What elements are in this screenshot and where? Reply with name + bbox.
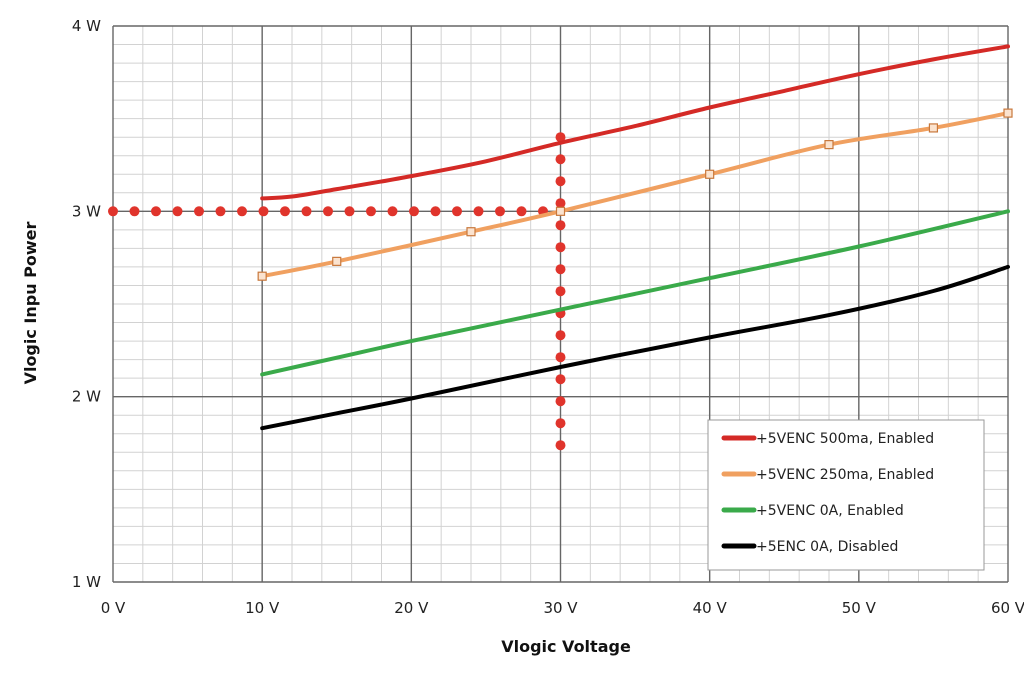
guide-dot — [555, 286, 566, 297]
guide-dot — [194, 206, 204, 217]
y-tick-label: 1 W — [72, 573, 101, 591]
legend-label: +5ENC 0A, Disabled — [756, 539, 898, 555]
y-tick-label: 4 W — [72, 17, 101, 35]
guide-dot — [555, 352, 566, 363]
guide-dot — [409, 206, 419, 217]
legend-label: +5VENC 500ma, Enabled — [756, 431, 934, 447]
guide-dot — [555, 220, 566, 231]
data-point — [555, 206, 566, 216]
guide-dot — [430, 206, 441, 217]
legend-label: +5VENC 250ma, Enabled — [756, 467, 934, 483]
y-tick-label: 2 W — [72, 388, 101, 406]
guide-dot — [555, 264, 566, 275]
x-tick-label: 60 V — [991, 599, 1024, 617]
x-tick-label: 20 V — [394, 599, 429, 617]
guide-dot — [555, 132, 566, 143]
guide-dot — [555, 374, 566, 385]
x-tick-label: 30 V — [543, 599, 578, 617]
data-point — [257, 271, 267, 281]
guide-dot — [555, 176, 566, 187]
guide-dot — [387, 206, 398, 217]
series-2 — [257, 108, 1013, 281]
guide-dot — [452, 206, 462, 217]
guide-dot — [555, 330, 566, 341]
series-3 — [260, 209, 1010, 377]
series-4 — [260, 264, 1010, 431]
series-line — [260, 209, 1010, 377]
x-tick-label: 50 V — [842, 599, 877, 617]
x-tick-label: 10 V — [245, 599, 280, 617]
guide-dot — [555, 396, 566, 407]
guide-dot — [555, 242, 566, 253]
guide-dot — [473, 206, 484, 217]
guide-dot — [555, 198, 566, 209]
data-point — [466, 227, 476, 237]
y-axis-title: Vlogic Inpu Power — [21, 221, 40, 384]
guide-dot — [301, 206, 312, 217]
legend-label: +5VENC 0A, Enabled — [756, 503, 904, 519]
guide-dot — [151, 206, 161, 217]
guide-dot — [258, 206, 269, 217]
guide-dot — [344, 206, 355, 217]
data-point — [824, 140, 834, 150]
data-point — [928, 123, 939, 133]
data-point — [1003, 108, 1013, 118]
guide-dot — [215, 206, 226, 217]
guide-dot — [555, 154, 566, 165]
data-point — [332, 256, 342, 266]
x-tick-label: 40 V — [693, 599, 728, 617]
x-axis-title: Vlogic Voltage — [501, 637, 631, 656]
guide-dot — [237, 206, 247, 217]
series-line — [260, 111, 1010, 279]
guide-dot — [555, 440, 566, 451]
legend: +5VENC 500ma, Enabled +5VENC 250ma, Enabl… — [707, 419, 985, 571]
annotations — [108, 132, 566, 451]
guide-dot — [495, 206, 505, 217]
guide-dot — [108, 206, 118, 217]
guide-dot — [280, 206, 290, 217]
guide-dot — [323, 206, 333, 217]
x-tick-label: 0 V — [101, 599, 126, 617]
series-lines — [257, 44, 1013, 431]
guide-dot — [366, 206, 376, 217]
tick-labels: 0 V 10 V 20 V 30 V 40 V 50 V 60 V 1 W 2 W 3 W 4 W — [72, 17, 1024, 617]
guide-dot — [129, 206, 140, 217]
guide-dot — [516, 206, 527, 217]
series-line — [260, 264, 1010, 431]
y-tick-label: 3 W — [72, 202, 101, 220]
guide-dot — [172, 206, 183, 217]
series-line — [260, 44, 1010, 201]
data-point — [705, 169, 715, 179]
series-1 — [260, 44, 1010, 201]
guide-dot — [555, 418, 566, 429]
